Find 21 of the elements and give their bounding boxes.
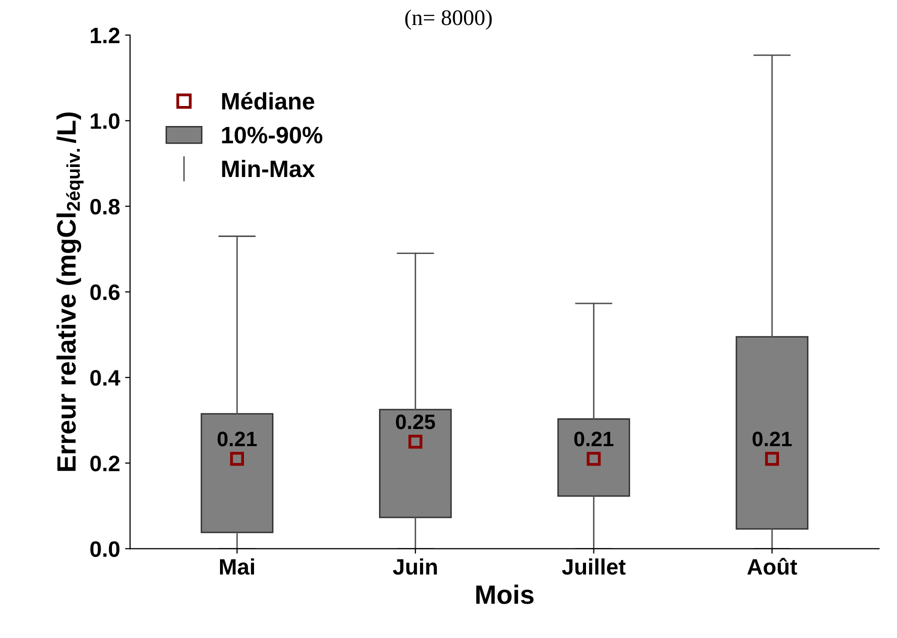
y-tick-label: 0.4 [90,370,120,386]
y-axis-title: Erreur relative (mgCl$_{2équiv.}$/L) [56,112,84,471]
text: 0.21 [218,432,257,446]
y-tick-label: 0.6 [90,284,120,300]
x-tick-label: Juillet [562,558,626,575]
y-tick-label: 0.2 [90,456,120,472]
text: 0.25 [396,414,436,430]
x-tick-label: Mai [220,558,254,575]
legend-label: 10%-90% [222,126,322,144]
y-tick-label: 0.0 [90,541,120,557]
y-tick-label: 1.0 [90,113,120,129]
x-axis-title: Mois [476,584,534,604]
y-tick-label: 1.2 [90,28,120,44]
text: 0.21 [752,432,792,446]
annotation: Médiane [222,92,314,110]
text: 0.21 [574,432,614,446]
chart-title: (n= 8000) [405,10,492,30]
y-tick-label: 0.8 [90,198,120,215]
x-tick-label: Juin [392,558,437,575]
x-tick-label: Août [747,558,798,575]
annotation: Min-Max [222,160,315,178]
